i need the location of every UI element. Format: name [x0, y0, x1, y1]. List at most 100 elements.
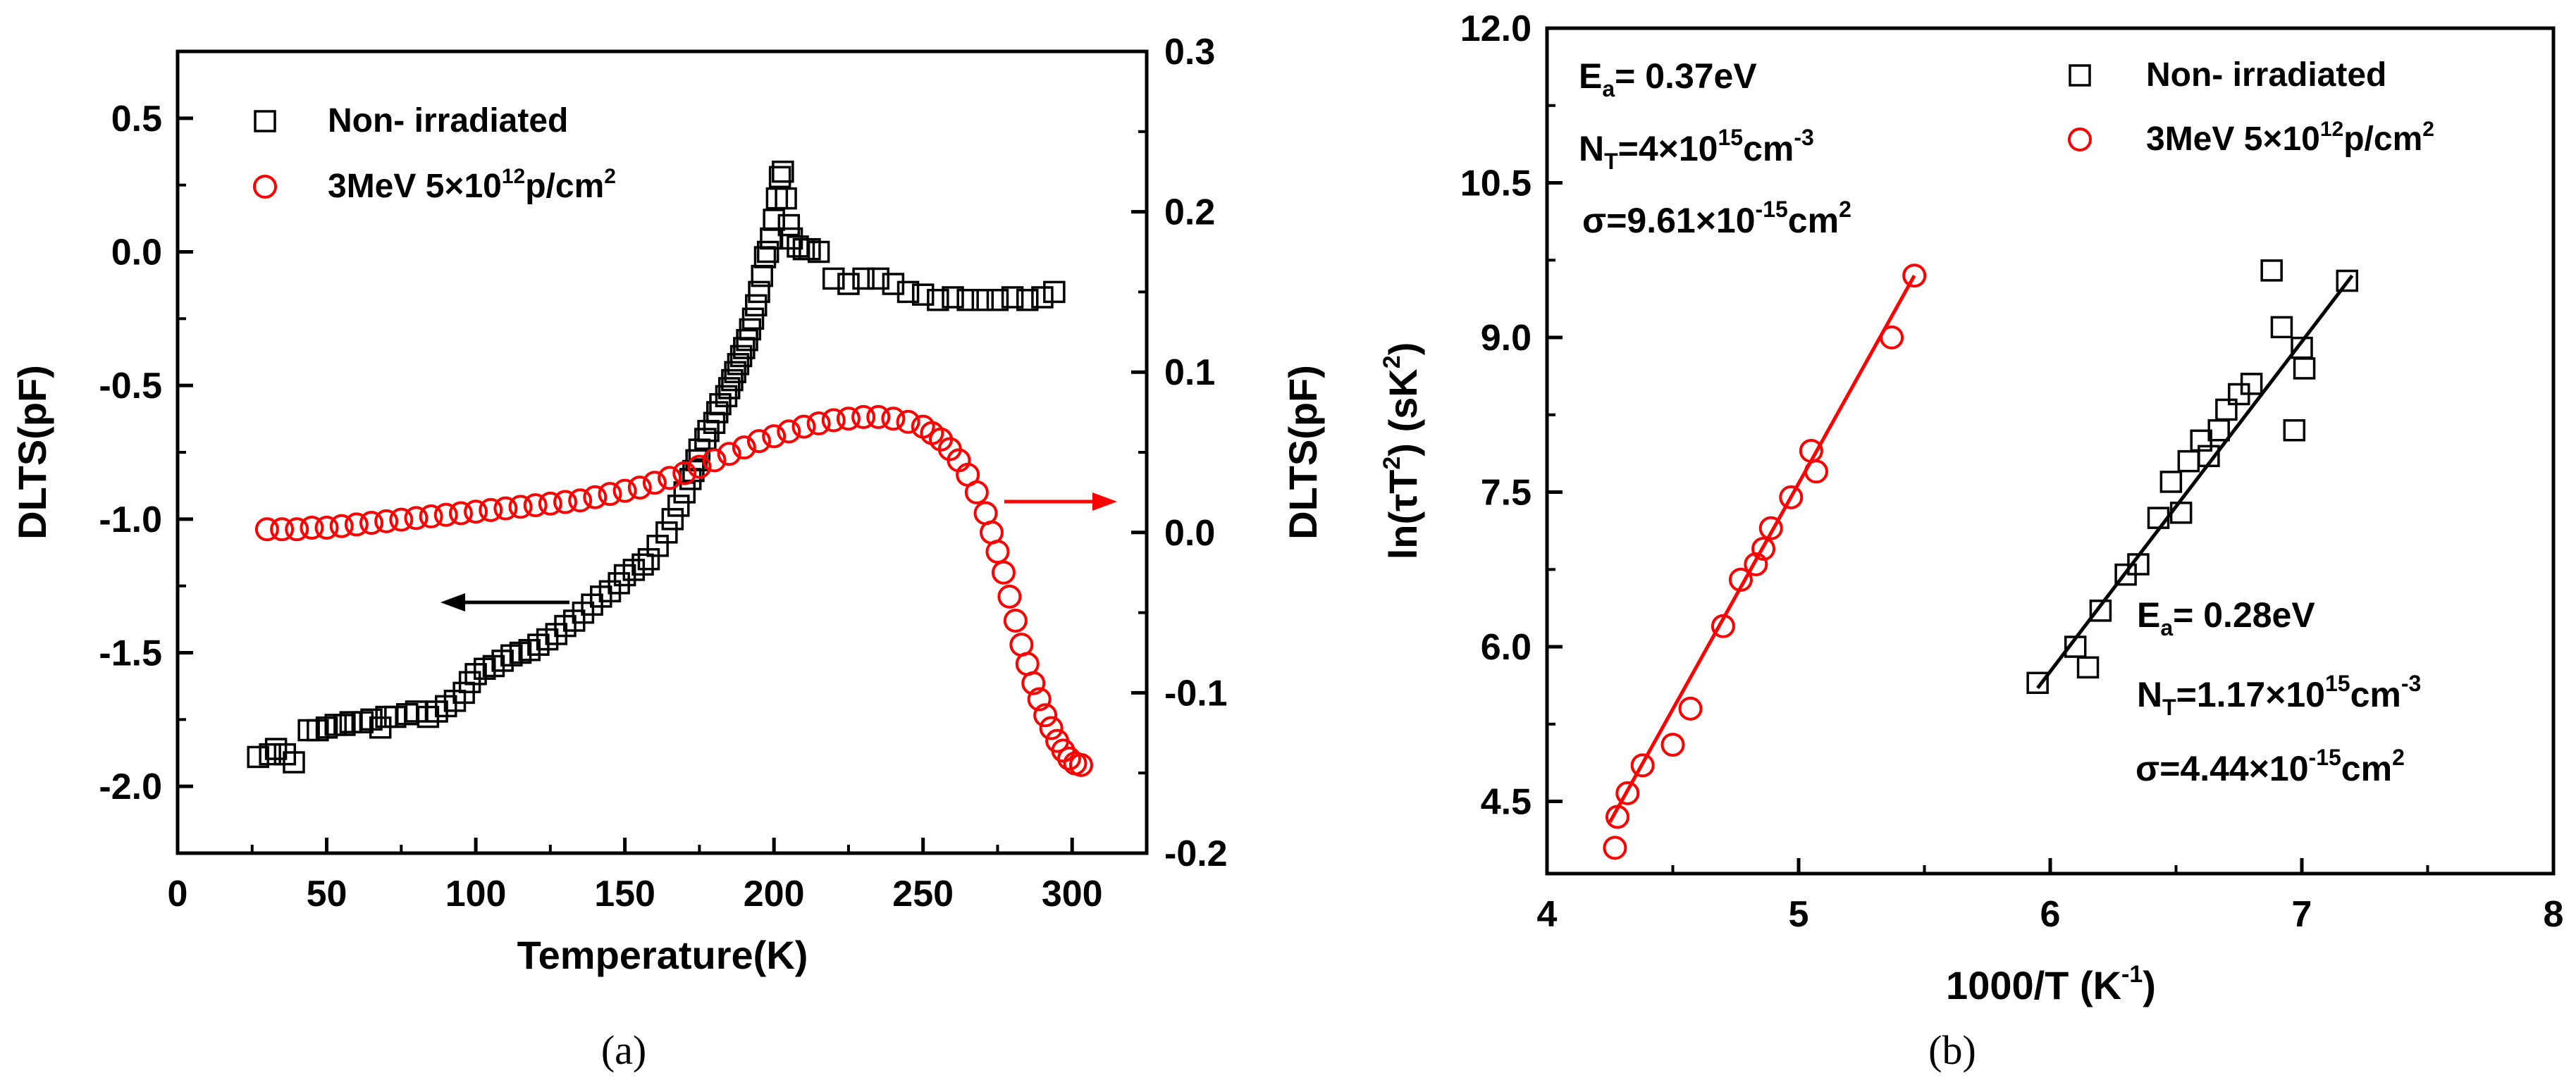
- data-point-circle: [479, 497, 503, 522]
- x-tick-label: 250: [892, 874, 954, 914]
- data-point-square: [2198, 445, 2220, 468]
- data-point-square: [911, 283, 935, 306]
- data-point-square: [724, 361, 746, 383]
- data-point-circle: [1728, 567, 1753, 592]
- y-axis-label-b: ln(τT2) (sK2): [1379, 342, 1425, 560]
- data-point-square: [852, 267, 875, 290]
- data-point-square: [956, 289, 979, 311]
- data-point-circle: [374, 509, 399, 533]
- y-tick-label: 0.0: [111, 232, 162, 273]
- data-point-circle: [991, 560, 1016, 585]
- y2-tick-label: 0.3: [1164, 32, 1215, 73]
- data-point-square: [986, 289, 1009, 311]
- data-point-square: [729, 345, 753, 368]
- series-layer-b: [1603, 259, 2359, 860]
- x-axis-label-a: Temperature(K): [517, 933, 808, 977]
- trap-density-red: NT=4×1015cm-3: [1579, 125, 1814, 174]
- data-point-circle: [747, 429, 771, 454]
- data-point-square: [741, 307, 765, 330]
- data-point-square: [971, 289, 994, 311]
- data-point-circle: [1615, 781, 1640, 805]
- data-point-square: [2127, 553, 2150, 576]
- data-point-square: [768, 166, 791, 189]
- data-point-square: [882, 273, 905, 295]
- legend-label: Non- irradiated: [328, 102, 568, 139]
- data-point-circle: [270, 517, 295, 542]
- data-point-circle: [300, 515, 324, 540]
- data-point-square: [721, 368, 744, 392]
- data-point-circle: [285, 517, 309, 542]
- data-point-circle: [791, 414, 816, 439]
- data-point-circle: [389, 507, 414, 532]
- y2-tick-label: 0.2: [1164, 192, 1215, 233]
- y2-axis-ticks-a: -0.2 -0.1 0.0 0.1 0.2 0.3: [1131, 32, 1228, 874]
- x-tick-label: 50: [307, 874, 347, 914]
- data-point-circle: [1751, 537, 1776, 561]
- data-point-circle: [881, 407, 906, 431]
- y-tick-label: 6.0: [1481, 627, 1532, 668]
- legend-marker-square: [254, 110, 276, 132]
- y-tick-label: 7.5: [1481, 473, 1532, 514]
- data-point-circle: [1039, 716, 1064, 740]
- data-point-circle: [1021, 671, 1046, 695]
- data-point-circle: [896, 409, 920, 434]
- data-point-square: [2260, 259, 2283, 282]
- y2-tick-label: -0.2: [1164, 833, 1228, 874]
- data-point-square: [2215, 398, 2238, 421]
- y-tick-label: -0.5: [99, 366, 162, 407]
- data-point-square: [2283, 418, 2306, 442]
- data-point-circle: [717, 442, 741, 466]
- data-point-circle: [702, 448, 727, 473]
- x-tick-label: 300: [1042, 874, 1103, 914]
- data-point-square: [822, 267, 845, 290]
- data-point-circle: [777, 419, 801, 444]
- data-point-circle: [1057, 746, 1081, 771]
- annotation-red-fit: Ea= 0.37eV NT=4×1015cm-3 σ=9.61×10-15cm2: [1579, 56, 1851, 240]
- data-point-circle: [254, 517, 279, 542]
- data-point-circle: [851, 404, 876, 429]
- data-point-square: [458, 671, 481, 693]
- legend-marker-square: [2069, 64, 2091, 87]
- x-tick-label: 6: [2040, 894, 2061, 935]
- annotation-black-fit: Ea= 0.28eV NT=1.17×1015cm-3 σ=4.44×10-15…: [2136, 595, 2421, 788]
- data-point-circle: [508, 495, 533, 519]
- data-point-circle: [448, 501, 473, 526]
- data-point-circle: [1744, 552, 1768, 576]
- legend-a: Non- irradiated 3MeV 5×1012p/cm2: [253, 102, 616, 205]
- x-axis-ticks-b: 4 5 6 7 8: [1537, 858, 2564, 935]
- data-point-square: [667, 495, 690, 517]
- data-point-circle: [1779, 485, 1804, 509]
- legend-marker-circle: [2068, 128, 2092, 151]
- data-point-circle: [419, 504, 443, 529]
- data-point-square: [896, 280, 920, 304]
- data-point-circle: [1660, 733, 1685, 757]
- data-point-square: [807, 240, 830, 263]
- y-tick-label: 12.0: [1460, 8, 1532, 49]
- legend-label: 3MeV 5×1012p/cm2: [2146, 118, 2434, 158]
- data-point-square: [2089, 600, 2112, 622]
- x-tick-label: 0: [168, 874, 188, 914]
- data-point-square: [631, 553, 654, 576]
- data-point-circle: [568, 488, 593, 513]
- data-point-square: [942, 286, 964, 309]
- data-point-circle: [1630, 753, 1655, 778]
- data-point-circle: [732, 435, 756, 460]
- data-point-circle: [493, 496, 518, 521]
- data-point-square: [772, 160, 794, 183]
- data-point-square: [2169, 502, 2193, 524]
- data-point-square: [763, 209, 785, 231]
- data-point-circle: [344, 512, 369, 537]
- data-point-square: [661, 508, 684, 531]
- x-tick-label: 100: [445, 874, 507, 914]
- data-point-circle: [464, 500, 488, 524]
- x-tick-label: 7: [2292, 894, 2312, 935]
- data-point-square: [247, 745, 269, 769]
- data-point-square: [745, 294, 768, 317]
- data-point-square: [777, 213, 801, 237]
- x-tick-label: 8: [2544, 894, 2564, 935]
- right-axis-arrow: [1004, 492, 1117, 511]
- data-point-circle: [329, 514, 354, 538]
- data-point-circle: [598, 482, 622, 507]
- trap-density-black: NT=1.17×1015cm-3: [2137, 671, 2421, 720]
- data-point-square: [715, 385, 738, 408]
